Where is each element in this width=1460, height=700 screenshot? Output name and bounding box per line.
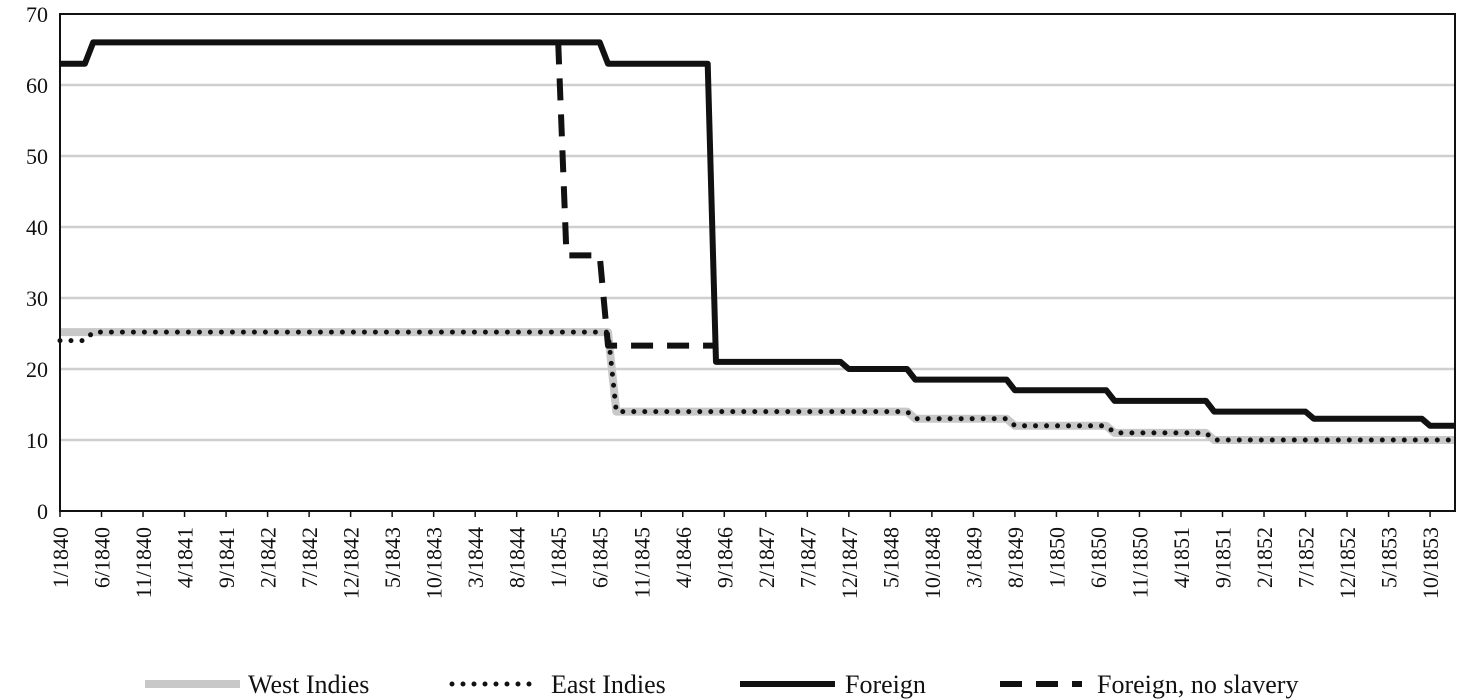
legend-label-3: Foreign, no slavery <box>1097 670 1298 699</box>
x-tick-label: 12/1842 <box>339 527 364 599</box>
x-tick-label: 7/1852 <box>1294 527 1319 588</box>
x-tick-label: 10/1853 <box>1418 527 1443 599</box>
x-tick-label: 4/1851 <box>1169 527 1194 588</box>
x-tick-label: 8/1844 <box>505 527 530 588</box>
x-tick-label: 1/1845 <box>546 527 571 588</box>
gridlines <box>60 83 1455 442</box>
x-tick-label: 4/1846 <box>671 527 696 588</box>
x-tick-label: 6/1845 <box>588 527 613 588</box>
legend-label-1: East Indies <box>551 670 666 699</box>
legend-label-2: Foreign <box>845 670 926 699</box>
plot-frame <box>59 13 1456 512</box>
x-tick-label: 2/1847 <box>754 527 779 588</box>
x-tick-label: 6/1840 <box>90 527 115 588</box>
y-tick-label: 60 <box>26 73 48 98</box>
y-tick-label: 0 <box>37 499 48 524</box>
y-tick-label: 40 <box>26 215 48 240</box>
legend: West Indies East Indies Foreign Foreign, no… <box>145 670 1298 699</box>
x-tick-label: 4/1841 <box>173 527 198 588</box>
y-axis: 0 10 20 30 40 50 60 70 <box>26 2 48 524</box>
y-tick-label: 20 <box>26 357 48 382</box>
x-tick-label: 1/1850 <box>1044 527 1069 588</box>
x-tick-label: 11/1845 <box>629 527 654 598</box>
x-tick-label: 11/1850 <box>1127 527 1152 598</box>
x-tick-label: 5/1848 <box>878 527 903 588</box>
x-tick-label: 2/1842 <box>256 527 281 588</box>
x-tick-label: 9/1846 <box>712 527 737 588</box>
series-line-1 <box>57 329 1458 443</box>
x-tick-label: 3/1849 <box>961 527 986 588</box>
x-tick-label: 5/1853 <box>1377 527 1402 588</box>
x-tick-label: 11/1840 <box>131 527 156 598</box>
x-tick-label: 10/1843 <box>422 527 447 599</box>
x-tick-label: 12/1847 <box>837 527 862 599</box>
x-tick-label: 9/1851 <box>1211 527 1236 588</box>
x-tick-label: 5/1843 <box>380 527 405 588</box>
x-tick-label: 7/1847 <box>795 527 820 588</box>
y-tick-label: 10 <box>26 428 48 453</box>
y-tick-label: 70 <box>26 2 48 27</box>
legend-label-0: West Indies <box>248 670 369 699</box>
series-line-3 <box>555 42 716 349</box>
x-tick-label: 3/1844 <box>463 527 488 588</box>
x-tick-label: 2/1852 <box>1252 527 1277 588</box>
y-tick-label: 30 <box>26 286 48 311</box>
series-line-0 <box>60 328 1455 444</box>
x-tick-label: 8/1849 <box>1003 527 1028 588</box>
x-tick-label: 10/1848 <box>920 527 945 599</box>
x-tick-label: 6/1850 <box>1086 527 1111 588</box>
plot-series <box>57 39 1458 444</box>
y-tick-label: 50 <box>26 144 48 169</box>
x-tick-label: 9/1841 <box>214 527 239 588</box>
series-line-2 <box>60 39 1455 429</box>
x-tick-label: 7/1842 <box>297 527 322 588</box>
x-axis: 1/1840 6/1840 11/1840 4/1841 9/1841 2/1842 7/1… <box>48 511 1443 599</box>
x-tick-label: 12/1852 <box>1335 527 1360 599</box>
x-tick-label: 1/1840 <box>48 527 73 588</box>
